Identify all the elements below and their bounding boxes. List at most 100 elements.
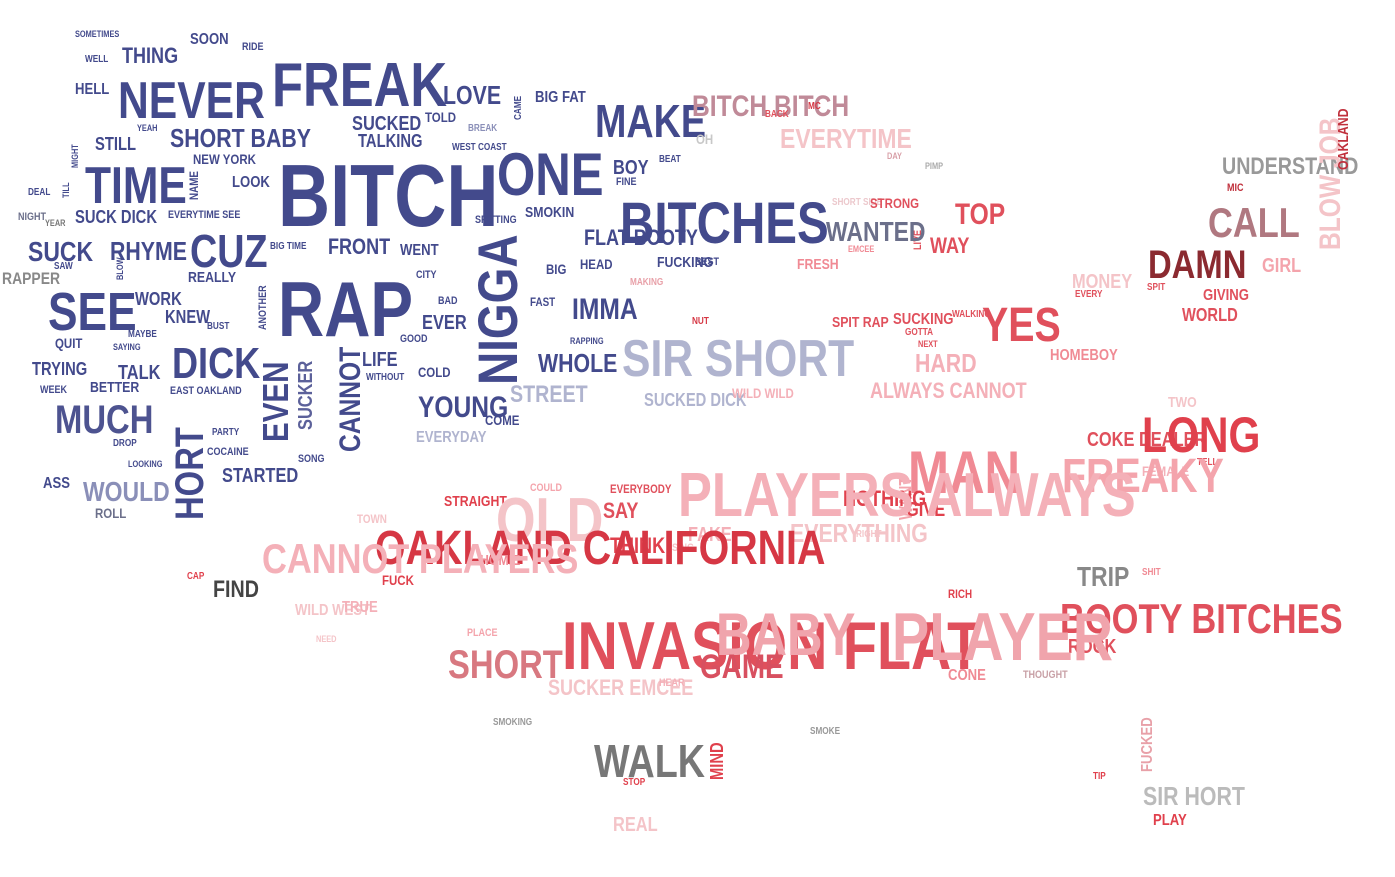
cloud-word: EVERY bbox=[1075, 289, 1103, 300]
cloud-word: BOY bbox=[613, 157, 649, 179]
cloud-word: TELL bbox=[1197, 457, 1218, 468]
cloud-word: SIR SHORT bbox=[622, 330, 855, 388]
cloud-word: SHIT bbox=[1142, 567, 1161, 578]
cloud-word: WITHOUT bbox=[366, 372, 405, 383]
cloud-word: TILL bbox=[61, 182, 71, 198]
cloud-word: CAP bbox=[187, 571, 205, 582]
cloud-word: BUST bbox=[207, 321, 230, 332]
cloud-word: ASS bbox=[43, 475, 70, 492]
cloud-word: RIGHT bbox=[856, 529, 882, 540]
cloud-word: NAME bbox=[187, 171, 201, 200]
cloud-word: QUIT bbox=[55, 335, 83, 351]
cloud-word: OAKLAND CALIFORNIA bbox=[375, 522, 826, 575]
cloud-word: WHOLE bbox=[538, 348, 618, 378]
cloud-word: IMMA bbox=[572, 293, 638, 326]
cloud-word: FREAK bbox=[272, 51, 448, 120]
cloud-word: EVERYTIME bbox=[780, 123, 912, 154]
cloud-word: YOUNG bbox=[418, 391, 509, 424]
cloud-word: PLAYERS ALWAYS bbox=[678, 461, 1136, 530]
cloud-word: DROP bbox=[113, 438, 137, 449]
cloud-word: NIGHT bbox=[18, 211, 47, 223]
cloud-word: SEE bbox=[48, 282, 137, 342]
cloud-word: CAME bbox=[513, 95, 524, 120]
cloud-word: STREET bbox=[510, 381, 588, 408]
cloud-word: RAPPER bbox=[2, 269, 61, 288]
cloud-word: EVERYTIME SEE bbox=[168, 209, 241, 221]
cloud-word: SPIT RAP bbox=[832, 314, 889, 331]
cloud-word: TWO bbox=[1168, 394, 1197, 411]
cloud-word: MIND bbox=[707, 742, 727, 780]
cloud-word: DEAL bbox=[28, 187, 51, 198]
cloud-word: LONG bbox=[1142, 407, 1261, 463]
cloud-word: YEAH bbox=[137, 123, 158, 133]
cloud-word: CONE bbox=[948, 667, 986, 684]
cloud-word: SUCKING bbox=[893, 311, 954, 328]
cloud-word: MAKE bbox=[595, 95, 707, 147]
cloud-word: MIGHT bbox=[70, 144, 80, 168]
cloud-word: HEAD bbox=[580, 256, 613, 272]
cloud-word: PLAYER bbox=[892, 599, 1114, 675]
cloud-word: SING bbox=[672, 542, 695, 554]
cloud-word: BLOW bbox=[115, 257, 125, 280]
cloud-word: EMCEE bbox=[848, 244, 875, 254]
cloud-word: FINE bbox=[616, 176, 637, 188]
cloud-word: UNDERSTAND bbox=[1222, 153, 1359, 180]
cloud-word: BIG TIME bbox=[270, 241, 307, 252]
cloud-word: BITCHES bbox=[620, 191, 829, 256]
cloud-word: SAW bbox=[54, 261, 73, 272]
cloud-word: TIP bbox=[1093, 771, 1106, 782]
cloud-word: LOOK bbox=[232, 174, 270, 191]
cloud-word: WENT bbox=[400, 242, 439, 259]
cloud-word: FREAKY bbox=[1062, 450, 1224, 503]
cloud-word: WALKING bbox=[952, 309, 991, 320]
cloud-word: YEAR bbox=[45, 218, 66, 228]
cloud-word: HEAR bbox=[659, 677, 685, 689]
cloud-word: ROLL bbox=[95, 505, 127, 521]
cloud-word: BREAK bbox=[468, 123, 498, 134]
cloud-word: PARTY bbox=[212, 427, 240, 438]
cloud-word: SMOKIN bbox=[525, 204, 575, 221]
cloud-word: SUCK bbox=[28, 236, 94, 267]
cloud-word: SUCKED bbox=[352, 113, 422, 135]
cloud-word: YES bbox=[982, 299, 1061, 352]
cloud-word: THOUGHT bbox=[1023, 669, 1068, 681]
cloud-word: BEST bbox=[695, 256, 720, 268]
cloud-word: STARTED bbox=[222, 465, 299, 487]
cloud-word: BACK bbox=[765, 109, 789, 120]
cloud-word: GIVE bbox=[906, 499, 946, 521]
cloud-word: WEST COAST bbox=[452, 142, 507, 153]
cloud-word: FAKE bbox=[688, 524, 732, 546]
cloud-word: OLD bbox=[496, 486, 604, 555]
cloud-word: SUCKER bbox=[295, 360, 317, 430]
cloud-word: BITCH BITCH bbox=[692, 90, 850, 123]
cloud-word: HELL bbox=[75, 81, 110, 98]
cloud-word: TALKING bbox=[358, 131, 423, 151]
cloud-word: SHORT SIDE bbox=[832, 197, 883, 208]
cloud-word: EVERYDAY bbox=[416, 429, 487, 446]
cloud-word: CANNOT PLAYERS bbox=[262, 535, 579, 582]
cloud-word: STILL bbox=[95, 134, 136, 154]
cloud-word: LIFE bbox=[362, 349, 398, 371]
cloud-word: WORLD bbox=[1182, 305, 1238, 325]
cloud-word: BAD bbox=[438, 295, 458, 307]
cloud-word: SAY bbox=[603, 498, 639, 523]
cloud-word: FIND bbox=[213, 576, 259, 603]
cloud-word: NEED bbox=[316, 634, 337, 644]
cloud-word: BETTER bbox=[90, 379, 140, 396]
cloud-word: MAYBE bbox=[128, 329, 157, 340]
cloud-word: TOLD bbox=[425, 109, 457, 125]
cloud-word: WILD WILD bbox=[732, 385, 794, 401]
cloud-word: COKE DEALER bbox=[1087, 429, 1207, 451]
cloud-word: SMOKING bbox=[493, 717, 533, 728]
cloud-word: HOMIE bbox=[480, 552, 521, 569]
cloud-word: HORT bbox=[168, 427, 212, 520]
cloud-word: PLACE bbox=[467, 627, 498, 639]
cloud-word: NIGGA bbox=[466, 234, 529, 385]
cloud-word: STRONG bbox=[870, 195, 920, 211]
cloud-word: WOULD bbox=[83, 476, 170, 507]
cloud-word: BEAT bbox=[659, 154, 681, 165]
cloud-word: WORK bbox=[135, 289, 182, 309]
cloud-word: ANOTHER bbox=[257, 285, 269, 330]
cloud-word: FEMALE bbox=[1142, 463, 1190, 479]
cloud-word: SHORT bbox=[448, 643, 563, 687]
